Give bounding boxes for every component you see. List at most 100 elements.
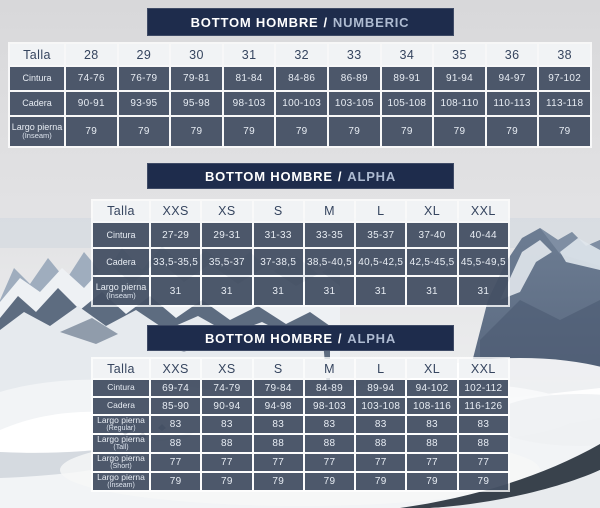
table-title-main: BOTTOM HOMBRE xyxy=(204,168,333,184)
value-cell: 88 xyxy=(356,435,406,452)
row-label-cell: Largo pierna (Tall) xyxy=(93,434,149,452)
table-title-separator: / xyxy=(323,14,328,30)
value-cell: 116-126 xyxy=(458,398,508,414)
row-label-cell: Largo pierna (Inseam) xyxy=(93,277,149,305)
size-table-alpha: Talla XXS XS S M L XL XXL Cintura 27-29 29-31 31-33… xyxy=(91,199,510,307)
row-label-cell: Largo pierna (Inseam) xyxy=(10,117,64,146)
value-cell: 113-118 xyxy=(539,92,590,115)
size-column-header: L xyxy=(356,201,406,221)
value-cell: 90-94 xyxy=(202,398,252,414)
value-cell: 94-102 xyxy=(407,380,457,396)
value-cell: 31 xyxy=(304,277,355,305)
table-title-main: BOTTOM HOMBRE xyxy=(190,14,319,30)
value-cell: 33-35 xyxy=(304,223,355,247)
value-cell: 31 xyxy=(253,277,303,305)
size-column-header: 34 xyxy=(381,44,433,65)
size-label-header: Talla xyxy=(93,359,149,378)
size-column-header: 30 xyxy=(171,44,222,65)
value-cell: 79-84 xyxy=(253,380,303,396)
value-cell: 89-94 xyxy=(356,380,406,396)
value-cell: 88 xyxy=(253,435,303,452)
value-cell: 77 xyxy=(304,454,355,471)
value-cell: 79-81 xyxy=(171,67,222,90)
value-cell: 40-44 xyxy=(458,223,508,247)
value-cell: 79 xyxy=(253,473,303,490)
size-column-header: XS xyxy=(202,201,252,221)
value-cell: 77 xyxy=(151,454,201,471)
value-cell: 97-102 xyxy=(539,67,590,90)
value-cell: 83 xyxy=(458,416,508,433)
size-table-alpha-2: Talla XXS XS S M L XL XXL Cintura 69-74 74-79 79-84… xyxy=(91,357,510,492)
value-cell: 83 xyxy=(304,416,355,433)
value-cell: 88 xyxy=(202,435,252,452)
row-label-cell: Cintura xyxy=(10,67,64,90)
size-column-header: 33 xyxy=(328,44,380,65)
value-cell: 88 xyxy=(151,435,201,452)
size-column-header: XXS xyxy=(151,201,201,221)
table-alpha-section: BOTTOM HOMBRE / ALPHA Talla XXS XS S M L XL XXL… xyxy=(91,163,510,307)
value-cell: 83 xyxy=(407,416,457,433)
value-cell: 76-79 xyxy=(118,67,170,90)
value-cell: 102-112 xyxy=(458,380,508,396)
size-column-header: XL xyxy=(407,359,457,378)
size-table-numeric: Talla 28 29 30 31 32 33 34 35 36 38 Cintura 74-76 76-… xyxy=(8,42,592,148)
value-cell: 69-74 xyxy=(151,380,201,396)
value-cell: 77 xyxy=(253,454,303,471)
value-cell: 37-38,5 xyxy=(253,249,303,275)
value-cell: 31 xyxy=(407,277,457,305)
size-column-header: 35 xyxy=(434,44,485,65)
value-cell: 79 xyxy=(202,473,252,490)
value-cell: 27-29 xyxy=(151,223,201,247)
value-cell: 29-31 xyxy=(202,223,252,247)
value-cell: 31 xyxy=(151,277,201,305)
value-cell: 81-84 xyxy=(223,67,275,90)
value-cell: 85-90 xyxy=(151,398,201,414)
value-cell: 105-108 xyxy=(381,92,433,115)
value-cell: 83 xyxy=(356,416,406,433)
table-title-variant: NUMBERIC xyxy=(332,14,410,30)
value-cell: 35-37 xyxy=(356,223,406,247)
value-cell: 31 xyxy=(458,277,508,305)
table-title-variant: ALPHA xyxy=(347,330,397,346)
value-cell: 83 xyxy=(151,416,201,433)
row-label-cell: Cadera xyxy=(10,92,64,115)
size-column-header: XXL xyxy=(458,359,508,378)
table-title-separator: / xyxy=(337,168,343,184)
value-cell: 100-103 xyxy=(276,92,327,115)
value-cell: 79 xyxy=(171,117,222,146)
value-cell: 79 xyxy=(434,117,485,146)
value-cell: 86-89 xyxy=(328,67,380,90)
row-label-cell: Cadera xyxy=(93,398,149,414)
value-cell: 95-98 xyxy=(171,92,222,115)
value-cell: 90-91 xyxy=(66,92,117,115)
value-cell: 98-103 xyxy=(304,398,355,414)
size-label-header: Talla xyxy=(10,44,64,65)
value-cell: 108-110 xyxy=(434,92,485,115)
size-column-header: 36 xyxy=(486,44,538,65)
row-label-cell: Largo pierna (Short) xyxy=(93,453,149,471)
row-label-cell: Largo pierna (Inseam) xyxy=(93,472,149,490)
value-cell: 79 xyxy=(381,117,433,146)
size-column-header: S xyxy=(253,201,303,221)
table-numeric-section: BOTTOM HOMBRE / NUMBERIC Talla 28 29 30 31 32… xyxy=(8,8,592,148)
size-column-header: XS xyxy=(202,359,252,378)
value-cell: 74-79 xyxy=(202,380,252,396)
value-cell: 31-33 xyxy=(253,223,303,247)
value-cell: 33,5-35,5 xyxy=(151,249,201,275)
value-cell: 79 xyxy=(66,117,117,146)
value-cell: 42,5-45,5 xyxy=(407,249,457,275)
value-cell: 88 xyxy=(458,435,508,452)
value-cell: 31 xyxy=(202,277,252,305)
value-cell: 79 xyxy=(304,473,355,490)
value-cell: 98-103 xyxy=(223,92,275,115)
value-cell: 84-89 xyxy=(304,380,355,396)
value-cell: 79 xyxy=(328,117,380,146)
value-cell: 94-98 xyxy=(253,398,303,414)
value-cell: 79 xyxy=(276,117,327,146)
table-title-bar: BOTTOM HOMBRE / ALPHA xyxy=(147,325,454,351)
size-column-header: 32 xyxy=(276,44,327,65)
value-cell: 79 xyxy=(118,117,170,146)
table-title-bar: BOTTOM HOMBRE / ALPHA xyxy=(147,163,454,189)
value-cell: 94-97 xyxy=(486,67,538,90)
value-cell: 79 xyxy=(458,473,508,490)
